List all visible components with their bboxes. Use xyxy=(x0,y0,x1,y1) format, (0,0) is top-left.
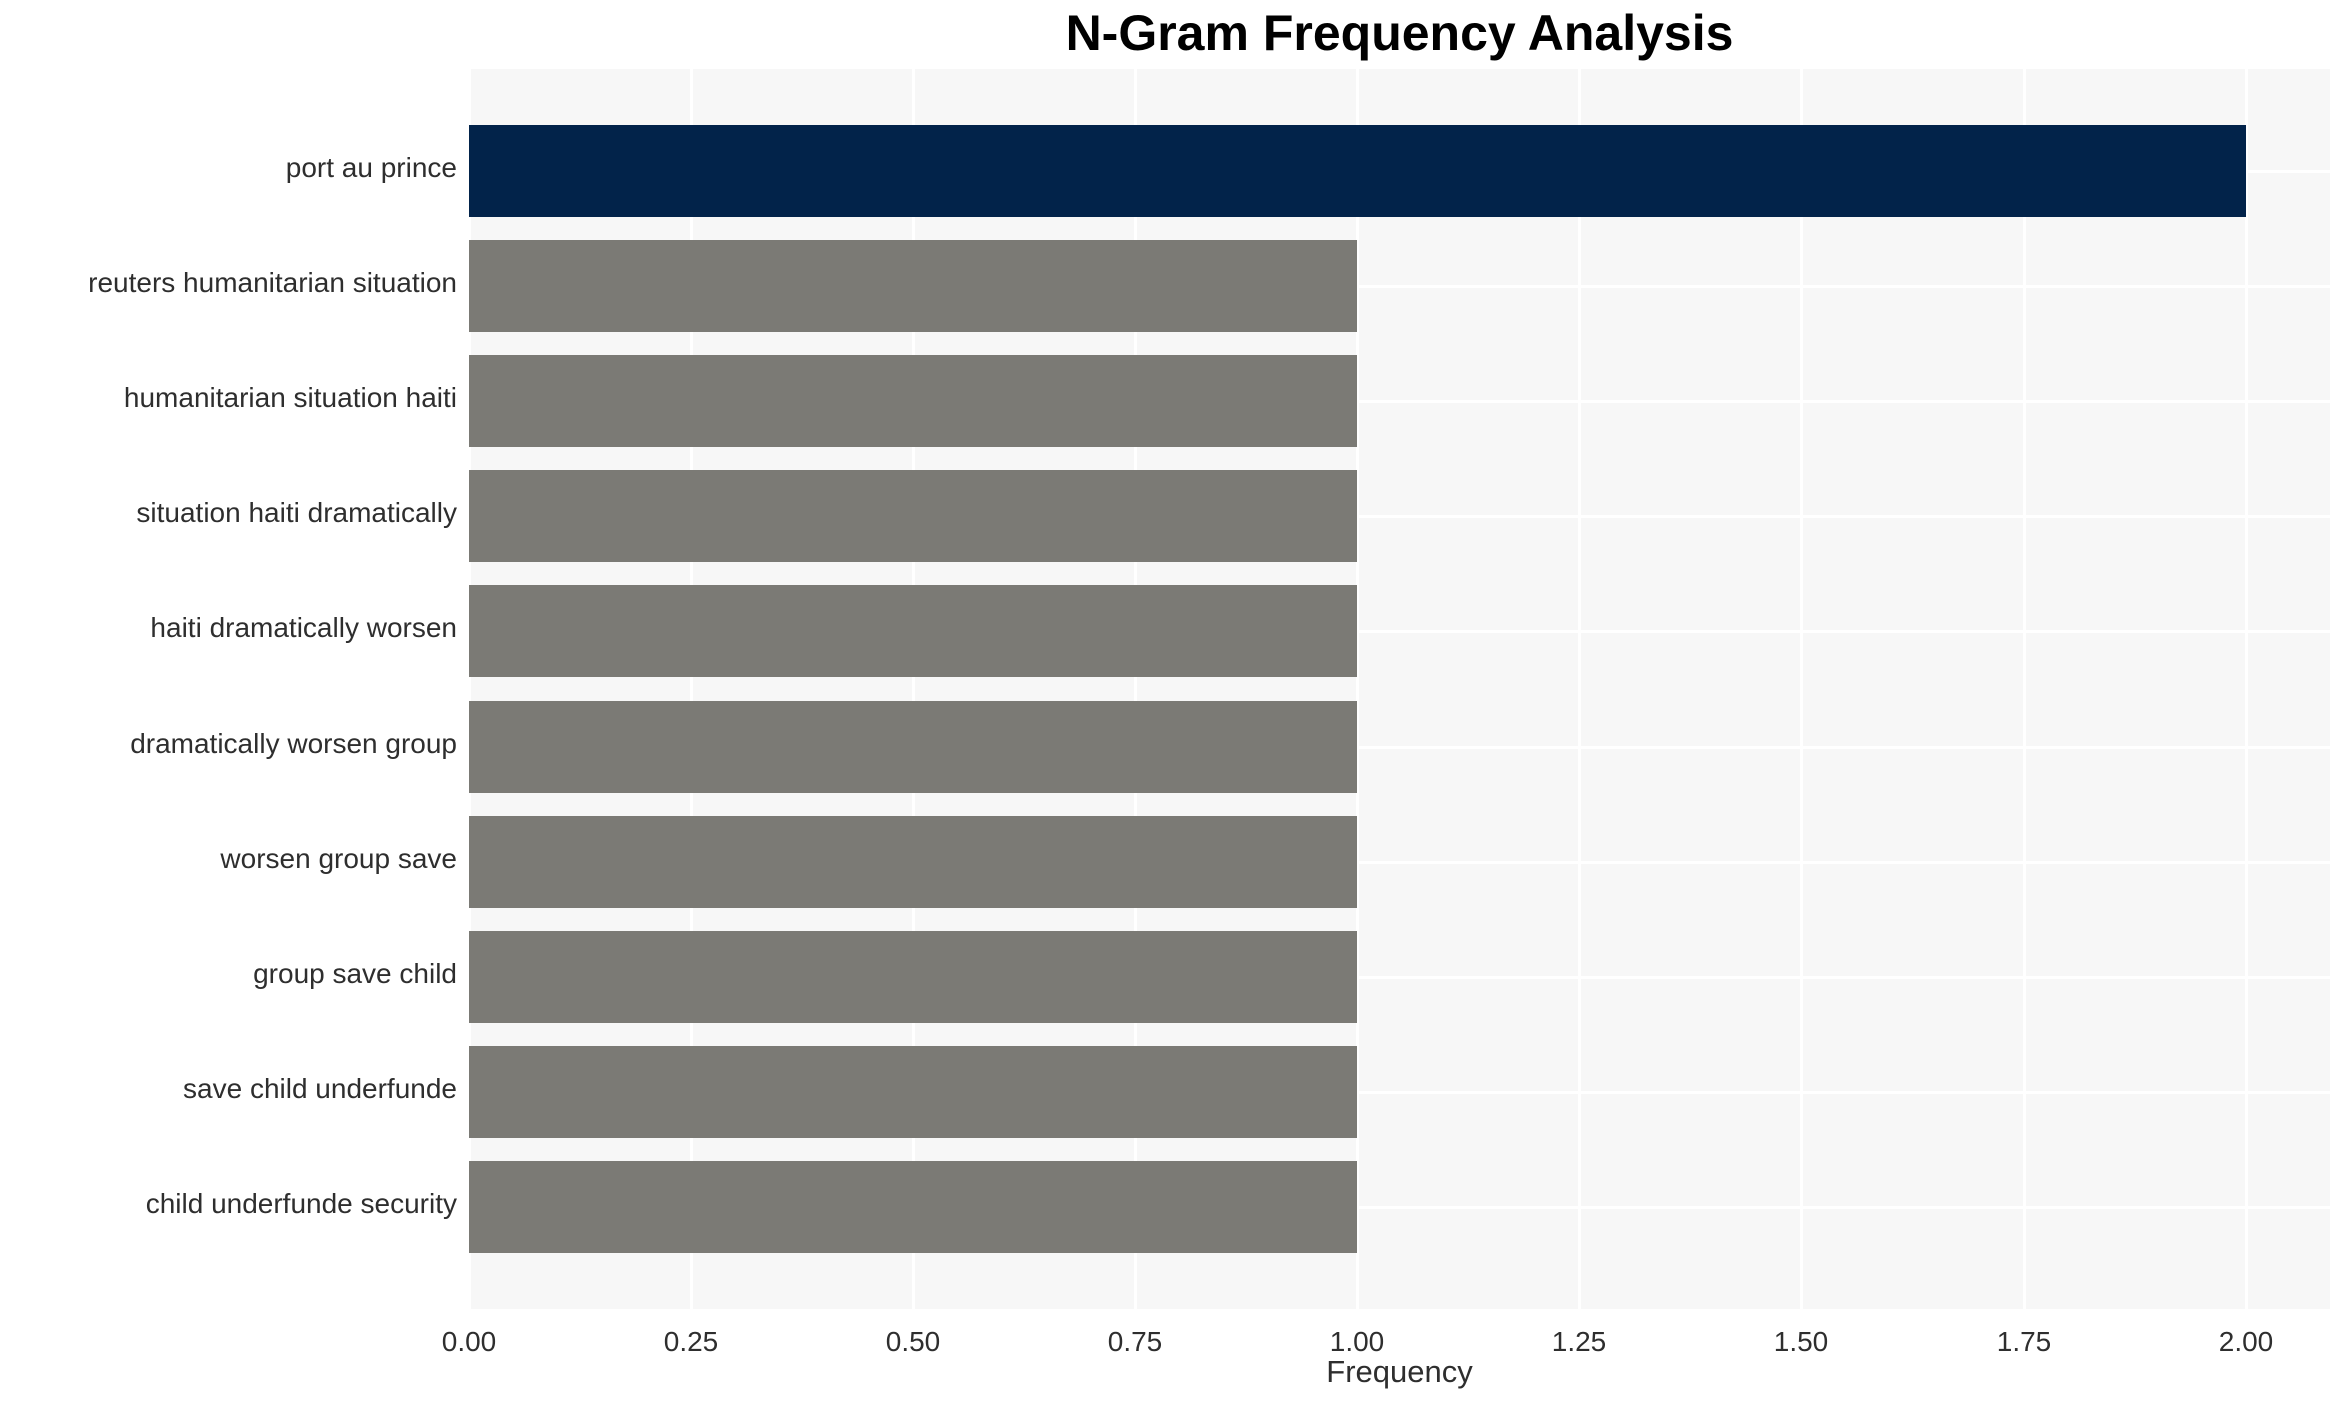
y-tick-label: reuters humanitarian situation xyxy=(88,267,457,298)
y-gridline xyxy=(469,861,2330,864)
x-tick-label: 0.00 xyxy=(441,1326,497,1357)
bar xyxy=(469,125,2246,217)
bar xyxy=(469,931,1358,1023)
bar xyxy=(469,585,1358,677)
plot-area xyxy=(468,69,2330,1309)
x-tick-label: 0.50 xyxy=(885,1326,941,1357)
y-tick-label: port au prince xyxy=(285,152,457,183)
y-gridline xyxy=(469,400,2330,403)
y-gridline xyxy=(469,515,2330,518)
y-gridline xyxy=(469,746,2330,749)
bar xyxy=(469,470,1358,562)
y-tick-label: haiti dramatically worsen xyxy=(150,612,457,643)
x-tick-label: 0.25 xyxy=(663,1326,719,1357)
y-gridline xyxy=(469,976,2330,979)
x-axis-title: Frequency xyxy=(1326,1354,1473,1389)
y-gridline xyxy=(469,630,2330,633)
y-tick-label: child underfunde security xyxy=(145,1188,457,1219)
x-tick-label: 0.75 xyxy=(1107,1326,1163,1357)
x-gridline xyxy=(1578,69,1582,1309)
x-gridline xyxy=(468,69,471,1309)
x-gridline xyxy=(2244,69,2248,1309)
y-tick-label: humanitarian situation haiti xyxy=(123,382,457,413)
y-gridline xyxy=(469,1091,2330,1094)
y-tick-label: worsen group save xyxy=(220,843,457,874)
x-tick-label: 1.00 xyxy=(1329,1326,1385,1357)
bar xyxy=(469,701,1358,793)
bar xyxy=(469,355,1358,447)
x-tick-label: 1.75 xyxy=(1996,1326,2052,1357)
y-tick-label: dramatically worsen group xyxy=(130,728,457,759)
x-gridline xyxy=(1134,69,1138,1309)
y-tick-label: situation haiti dramatically xyxy=(136,497,457,528)
x-gridline xyxy=(1356,69,1360,1309)
x-tick-label: 2.00 xyxy=(2218,1326,2274,1357)
x-gridline xyxy=(2022,69,2026,1309)
y-tick-label: group save child xyxy=(253,958,457,989)
x-tick-label: 1.25 xyxy=(1551,1326,1607,1357)
y-gridline xyxy=(469,285,2330,288)
y-gridline xyxy=(469,1206,2330,1209)
bar xyxy=(469,1161,1358,1253)
y-tick-label: save child underfunde xyxy=(183,1073,457,1104)
x-gridline xyxy=(690,69,694,1309)
x-gridline xyxy=(1800,69,1804,1309)
bar xyxy=(469,240,1358,332)
chart-title: N-Gram Frequency Analysis xyxy=(1065,5,1734,61)
bar xyxy=(469,816,1358,908)
x-tick-label: 1.50 xyxy=(1773,1326,1829,1357)
bar xyxy=(469,1046,1358,1138)
x-gridline xyxy=(912,69,916,1309)
